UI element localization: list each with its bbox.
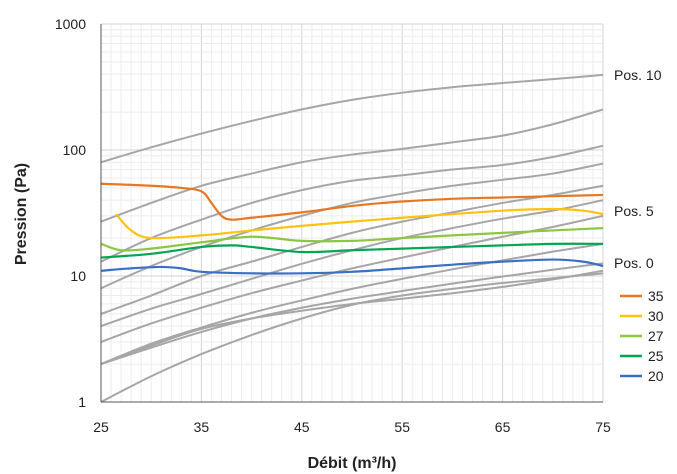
x-tick-labels: 25 35 45 55 65 75 xyxy=(93,419,611,435)
x-tick-label: 65 xyxy=(495,419,511,435)
reference-curve xyxy=(100,269,604,366)
x-axis-title: Débit (m³/h) xyxy=(308,455,397,472)
legend-label-27: 27 xyxy=(648,328,664,344)
legend-label-35: 35 xyxy=(648,288,664,304)
axes xyxy=(100,24,603,403)
legend-label-20: 20 xyxy=(648,368,664,384)
y-tick-label: 1 xyxy=(78,394,86,410)
y-tick-label: 1000 xyxy=(55,16,86,32)
legend-label-30: 30 xyxy=(648,308,664,324)
y-tick-labels: 1 10 100 1000 xyxy=(55,16,86,410)
x-tick-label: 25 xyxy=(93,419,109,435)
reference-curve xyxy=(100,73,604,164)
reference-curve xyxy=(100,262,604,366)
legend: 35 30 27 25 20 xyxy=(620,288,664,384)
curve-label-pos-10: Pos. 10 xyxy=(614,67,662,83)
series-line-27 xyxy=(100,226,604,252)
y-tick-label: 100 xyxy=(63,142,87,158)
x-tick-label: 45 xyxy=(294,419,310,435)
reference-curve xyxy=(100,162,604,290)
y-axis-title: Pression (Pa) xyxy=(13,163,30,265)
series-line-20 xyxy=(100,258,604,275)
reference-curves xyxy=(100,73,604,403)
reference-curve xyxy=(100,184,604,315)
series-line-30 xyxy=(115,207,604,240)
reference-curve xyxy=(100,108,604,223)
legend-label-25: 25 xyxy=(648,348,664,364)
series-lines xyxy=(100,182,604,275)
reference-curve xyxy=(100,144,604,263)
x-tick-label: 35 xyxy=(194,419,210,435)
series-line-35 xyxy=(100,182,604,221)
reference-curve xyxy=(100,242,604,365)
series-line-25 xyxy=(100,242,604,259)
x-tick-label: 55 xyxy=(394,419,410,435)
curve-label-pos-5: Pos. 5 xyxy=(614,203,654,219)
x-tick-label: 75 xyxy=(595,419,611,435)
reference-curve xyxy=(100,214,604,343)
curve-label-pos-0: Pos. 0 xyxy=(614,255,654,271)
y-tick-label: 10 xyxy=(70,268,86,284)
